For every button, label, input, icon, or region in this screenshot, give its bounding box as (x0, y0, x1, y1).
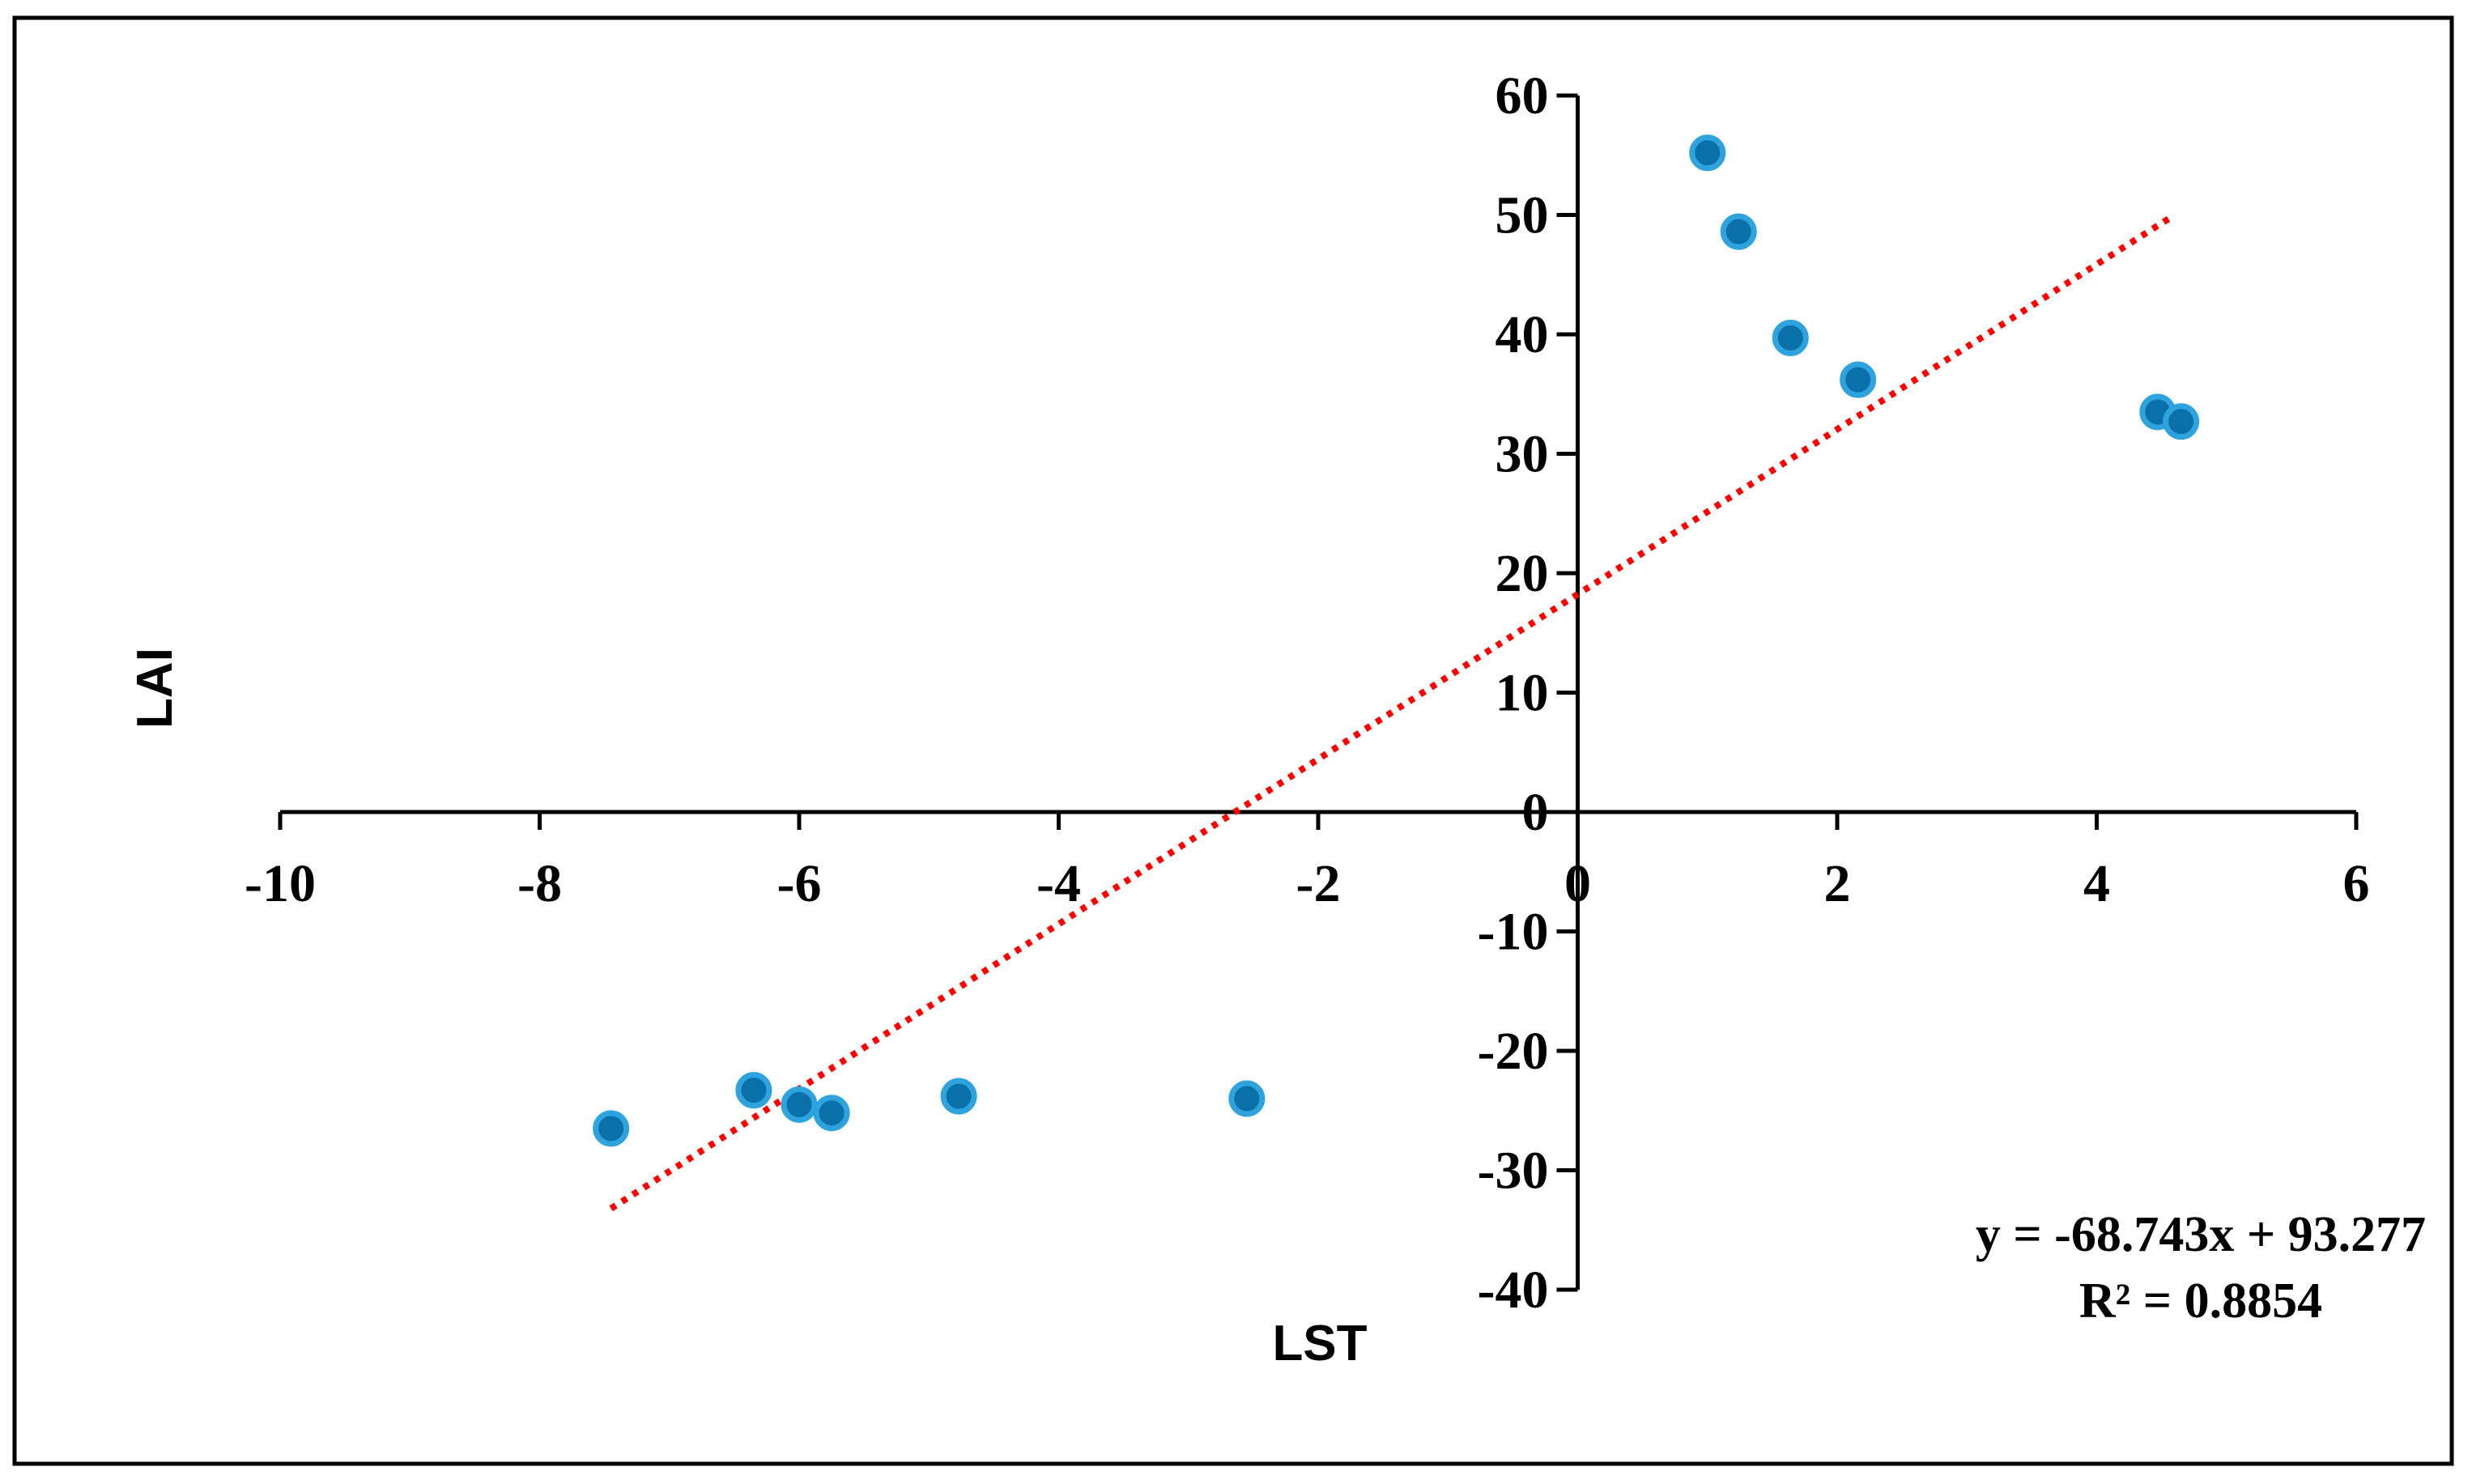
x-tick-label: -2 (1296, 854, 1341, 913)
data-point (593, 1110, 630, 1147)
x-tick-label: -10 (245, 854, 316, 913)
data-point (940, 1078, 977, 1115)
x-tick-label: 6 (2343, 854, 2370, 913)
y-tick-label: 50 (1496, 186, 1549, 245)
data-point (813, 1095, 850, 1132)
axes (278, 93, 2359, 1292)
trend-equation: y = -68.743x + 93.277 (1976, 1207, 2426, 1262)
data-point (1772, 319, 1809, 356)
data-point (735, 1072, 772, 1109)
x-tick-label: 4 (2083, 854, 2110, 913)
x-axis-title: LST (1272, 1316, 1367, 1371)
data-point (2163, 403, 2200, 440)
data-point (1689, 134, 1726, 172)
trendline-group (609, 212, 2176, 1212)
y-tick-label: 20 (1496, 544, 1549, 603)
y-tick-label: 60 (1496, 66, 1549, 125)
data-point (781, 1086, 818, 1123)
data-point (1840, 361, 1877, 398)
trendline (609, 212, 2176, 1212)
y-tick-label: 10 (1496, 664, 1549, 723)
r-squared: R² = 0.8854 (2079, 1274, 2322, 1329)
data-point (1720, 213, 1757, 250)
y-tick-label: 40 (1496, 305, 1549, 364)
x-tick-label: 2 (1824, 854, 1851, 913)
x-tick-label: -8 (517, 854, 562, 913)
x-tick-label: 0 (1564, 854, 1591, 913)
y-tick-label: -20 (1478, 1022, 1549, 1081)
y-tick-label: -30 (1478, 1142, 1549, 1201)
data-points (593, 134, 2200, 1147)
chart-border (12, 15, 2454, 1466)
y-tick-label: 30 (1496, 425, 1549, 484)
y-tick-label: 0 (1522, 783, 1549, 842)
x-tick-label: -4 (1036, 854, 1081, 913)
y-tick-label: -10 (1478, 903, 1549, 962)
y-axis-title: LAI (127, 648, 183, 729)
data-point (1228, 1080, 1266, 1117)
y-tick-label: -40 (1478, 1261, 1549, 1320)
x-tick-label: -6 (777, 854, 822, 913)
